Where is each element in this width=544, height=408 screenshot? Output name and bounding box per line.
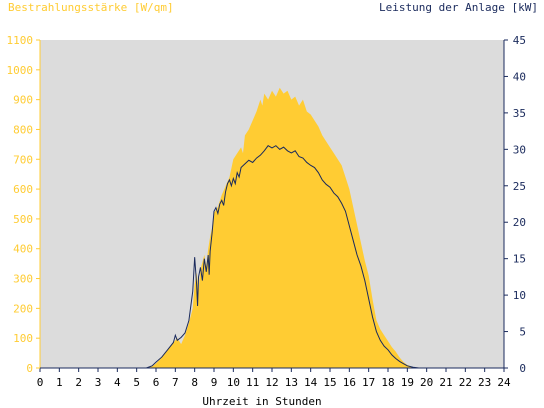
left-tick-label: 100	[13, 332, 33, 345]
left-tick-label: 900	[13, 94, 33, 107]
x-tick-label: 4	[114, 376, 121, 389]
x-tick-label: 15	[323, 376, 336, 389]
left-tick-label: 700	[13, 153, 33, 166]
x-tick-label: 13	[285, 376, 298, 389]
right-tick-label: 25	[513, 180, 526, 193]
left-axis-title: Bestrahlungsstärke [W/qm]	[8, 1, 174, 14]
x-tick-label: 24	[497, 376, 511, 389]
left-tick-label: 1100	[7, 34, 34, 47]
x-axis-title: Uhrzeit in Stunden	[202, 395, 321, 408]
x-tick-label: 16	[343, 376, 356, 389]
x-tick-label: 23	[478, 376, 491, 389]
right-tick-label: 5	[519, 326, 526, 339]
right-tick-label: 0	[519, 362, 526, 375]
x-tick-label: 21	[439, 376, 452, 389]
right-tick-label: 30	[513, 143, 526, 156]
x-tick-label: 7	[172, 376, 179, 389]
x-tick-label: 14	[304, 376, 318, 389]
left-tick-label: 200	[13, 302, 33, 315]
right-tick-label: 20	[513, 216, 526, 229]
x-tick-label: 9	[211, 376, 218, 389]
right-tick-label: 45	[513, 34, 526, 47]
left-tick-label: 1000	[7, 64, 34, 77]
right-tick-label: 35	[513, 107, 526, 120]
x-tick-label: 22	[459, 376, 472, 389]
x-tick-label: 12	[265, 376, 278, 389]
right-tick-label: 10	[513, 289, 526, 302]
x-tick-label: 1	[56, 376, 63, 389]
left-tick-label: 400	[13, 243, 33, 256]
x-tick-label: 11	[246, 376, 259, 389]
series-irradiance-area	[40, 87, 504, 369]
x-tick-label: 20	[420, 376, 433, 389]
series-power-line	[40, 145, 504, 369]
x-tick-label: 19	[401, 376, 414, 389]
right-tick-label: 15	[513, 253, 526, 266]
right-tick-label: 40	[513, 70, 526, 83]
x-tick-label: 2	[75, 376, 82, 389]
x-tick-label: 5	[133, 376, 140, 389]
x-tick-label: 0	[37, 376, 44, 389]
x-tick-label: 6	[153, 376, 160, 389]
left-tick-label: 300	[13, 273, 33, 286]
x-tick-label: 18	[381, 376, 394, 389]
x-tick-label: 10	[227, 376, 240, 389]
left-tick-label: 600	[13, 183, 33, 196]
right-axis-title: Leistung der Anlage [kW]	[379, 1, 538, 14]
left-tick-label: 500	[13, 213, 33, 226]
x-tick-label: 3	[95, 376, 102, 389]
left-tick-label: 800	[13, 123, 33, 136]
left-tick-label: 0	[26, 362, 33, 375]
x-tick-label: 8	[191, 376, 198, 389]
x-tick-label: 17	[362, 376, 375, 389]
